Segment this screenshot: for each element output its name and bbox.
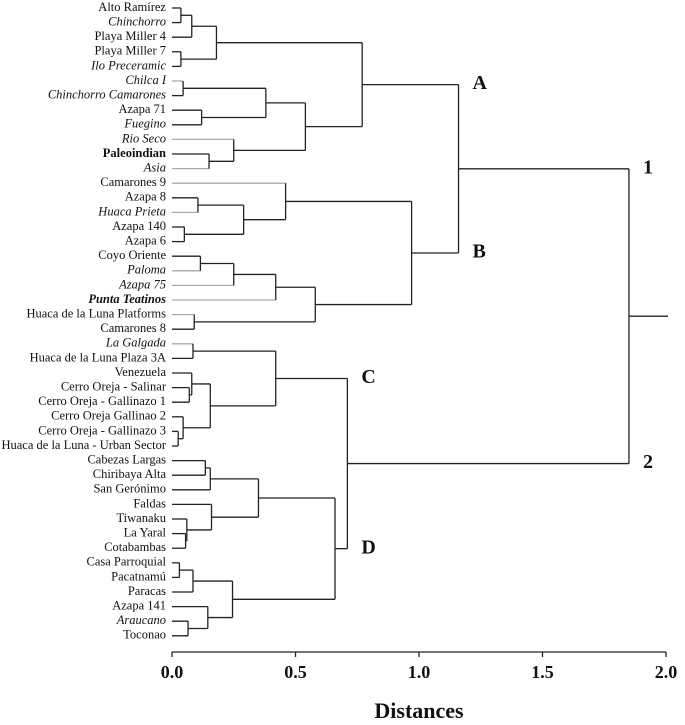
leaf-label: Azapa 6 xyxy=(125,233,166,247)
leaf-label: Araucano xyxy=(116,613,166,627)
leaf-label: Cabezas Largas xyxy=(87,452,166,466)
leaf-label: Punta Teatinos xyxy=(88,292,166,306)
leaf-label: Rio Seco xyxy=(121,131,166,145)
leaf-label: Toconao xyxy=(123,628,166,642)
leaf-label: Huaca Prieta xyxy=(97,204,166,218)
leaf-label: Cerro Oreja - Gallinazo 1 xyxy=(38,394,166,408)
x-axis-label: Distances xyxy=(374,698,464,723)
leaf-label: Tiwanaku xyxy=(116,511,166,525)
cluster-label: B xyxy=(473,241,486,263)
leaf-label: Chinchorro xyxy=(108,14,166,28)
x-tick-label: 1.5 xyxy=(531,662,554,682)
leaf-label: Chinchorro Camarones xyxy=(48,87,166,101)
leaf-label: Asia xyxy=(143,160,166,174)
leaf-label: Azapa 8 xyxy=(125,190,166,204)
leaf-label: Coyo Oriente xyxy=(98,248,166,262)
x-tick-label: 0.0 xyxy=(161,662,184,682)
cluster-label: D xyxy=(361,536,375,558)
leaf-label: Playa Miller 7 xyxy=(94,44,166,58)
leaf-label: Azapa 75 xyxy=(118,277,166,291)
x-tick-label: 0.5 xyxy=(284,662,307,682)
leaf-label: Camarones 8 xyxy=(100,321,166,335)
leaf-label: Venezuela xyxy=(115,365,167,379)
x-tick-label: 2.0 xyxy=(655,662,678,682)
leaf-label: Camarones 9 xyxy=(100,175,166,189)
cluster-label: 2 xyxy=(643,451,653,473)
leaf-label: Paleoindian xyxy=(103,146,166,160)
x-tick-label: 1.0 xyxy=(408,662,431,682)
leaf-label: La Yaral xyxy=(124,525,167,539)
cluster-label: C xyxy=(361,366,375,388)
leaf-label: Cotabambas xyxy=(104,540,166,554)
leaf-label: San Gerónimo xyxy=(93,482,166,496)
leaf-label: Alto Ramírez xyxy=(98,0,166,14)
cluster-label: A xyxy=(473,72,488,94)
leaf-label: Ilo Preceramic xyxy=(90,58,166,72)
leaf-label: La Galgada xyxy=(105,336,166,350)
leaf-label: Paloma xyxy=(126,263,166,277)
leaf-label: Fuegino xyxy=(123,117,166,131)
leaf-label: Cerro Oreja Gallinao 2 xyxy=(51,409,166,423)
leaf-label: Huaca de la Luna Platforms xyxy=(26,306,166,320)
leaf-label: Azapa 71 xyxy=(118,102,166,116)
leaf-label: Faldas xyxy=(133,496,166,510)
leaf-label: Chiribaya Alta xyxy=(93,467,167,481)
leaf-label: Paracas xyxy=(128,584,166,598)
leaf-label: Cerro Oreja - Salinar xyxy=(61,379,167,393)
leaf-label: Chilca I xyxy=(125,73,166,87)
leaf-label: Pacatnamú xyxy=(111,569,167,583)
leaf-label: Azapa 140 xyxy=(112,219,166,233)
cluster-label: 1 xyxy=(643,156,653,178)
leaf-label: Cerro Oreja - Gallinazo 3 xyxy=(38,423,166,437)
leaf-label: Casa Parroquial xyxy=(87,555,167,569)
leaf-label: Playa Miller 4 xyxy=(94,29,166,43)
leaf-label: Azapa 141 xyxy=(112,598,166,612)
leaf-label: Huaca de la Luna Plaza 3A xyxy=(30,350,166,364)
leaf-label: Huaca de la Luna - Urban Sector xyxy=(1,438,166,452)
